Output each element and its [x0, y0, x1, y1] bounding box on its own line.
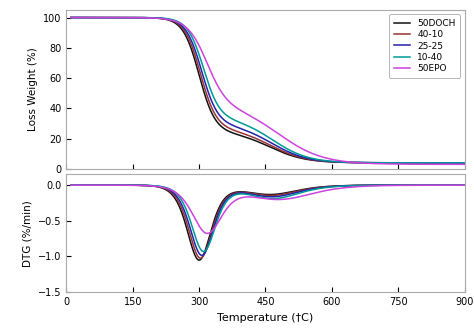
Line: 10-40: 10-40	[71, 18, 465, 163]
25-25	[454, 161, 460, 165]
40-10	[68, 16, 73, 20]
10-40	[136, 16, 142, 20]
Line: 50EPO: 50EPO	[71, 18, 465, 164]
40-10	[454, 161, 460, 165]
10-40	[462, 161, 467, 165]
Y-axis label: DTG (%/min): DTG (%/min)	[22, 200, 32, 267]
50DOCH	[113, 16, 118, 20]
Line: 50DOCH: 50DOCH	[71, 18, 465, 163]
10-40	[68, 16, 73, 20]
50EPO	[236, 107, 242, 111]
50EPO	[219, 91, 225, 95]
10-40	[411, 161, 417, 165]
25-25	[236, 126, 242, 130]
50EPO	[411, 162, 417, 166]
40-10	[136, 16, 142, 20]
10-40	[236, 120, 242, 124]
40-10	[219, 121, 225, 125]
50DOCH	[68, 16, 73, 20]
Line: 25-25: 25-25	[71, 18, 465, 163]
10-40	[454, 161, 460, 165]
40-10	[113, 16, 118, 20]
50EPO	[136, 16, 142, 20]
25-25	[219, 116, 225, 120]
50EPO	[454, 162, 460, 166]
40-10	[236, 130, 242, 134]
50EPO	[462, 162, 467, 166]
Legend: 50DOCH, 40-10, 25-25, 10-40, 50EPO: 50DOCH, 40-10, 25-25, 10-40, 50EPO	[389, 15, 460, 78]
50DOCH	[219, 125, 225, 129]
25-25	[462, 161, 467, 165]
50EPO	[68, 16, 73, 20]
50EPO	[113, 16, 118, 20]
40-10	[411, 161, 417, 165]
50DOCH	[236, 133, 242, 137]
X-axis label: Temperature (†C): Temperature (†C)	[217, 312, 314, 323]
25-25	[411, 161, 417, 165]
40-10	[462, 161, 467, 165]
50DOCH	[411, 161, 417, 165]
25-25	[136, 16, 142, 20]
10-40	[219, 109, 225, 113]
25-25	[113, 16, 118, 20]
Y-axis label: Loss Weight (%): Loss Weight (%)	[27, 47, 37, 131]
50DOCH	[136, 16, 142, 20]
25-25	[68, 16, 73, 20]
10-40	[113, 16, 118, 20]
50DOCH	[454, 161, 460, 165]
50DOCH	[462, 161, 467, 165]
Line: 40-10: 40-10	[71, 18, 465, 163]
